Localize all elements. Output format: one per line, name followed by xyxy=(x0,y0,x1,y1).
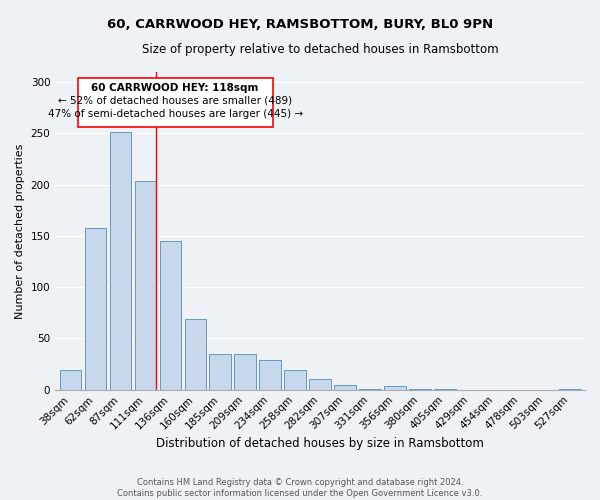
Title: Size of property relative to detached houses in Ramsbottom: Size of property relative to detached ho… xyxy=(142,42,499,56)
Bar xyxy=(235,354,256,390)
Bar xyxy=(284,370,306,390)
Text: 60, CARRWOOD HEY, RAMSBOTTOM, BURY, BL0 9PN: 60, CARRWOOD HEY, RAMSBOTTOM, BURY, BL0 … xyxy=(107,18,493,30)
Bar xyxy=(334,384,356,390)
Bar xyxy=(110,132,131,390)
Bar xyxy=(259,360,281,390)
Bar xyxy=(134,180,156,390)
Bar xyxy=(434,388,455,390)
Text: ← 52% of detached houses are smaller (489): ← 52% of detached houses are smaller (48… xyxy=(58,96,292,106)
Y-axis label: Number of detached properties: Number of detached properties xyxy=(15,143,25,318)
Bar xyxy=(359,388,380,390)
Bar xyxy=(85,228,106,390)
Bar xyxy=(59,370,81,390)
Bar xyxy=(559,388,581,390)
Text: 60 CARRWOOD HEY: 118sqm: 60 CARRWOOD HEY: 118sqm xyxy=(91,83,259,93)
X-axis label: Distribution of detached houses by size in Ramsbottom: Distribution of detached houses by size … xyxy=(156,437,484,450)
Bar xyxy=(385,386,406,390)
Bar xyxy=(185,319,206,390)
Bar xyxy=(310,380,331,390)
Bar xyxy=(209,354,231,390)
Text: Contains HM Land Registry data © Crown copyright and database right 2024.
Contai: Contains HM Land Registry data © Crown c… xyxy=(118,478,482,498)
FancyBboxPatch shape xyxy=(77,78,272,128)
Text: 47% of semi-detached houses are larger (445) →: 47% of semi-detached houses are larger (… xyxy=(47,109,302,119)
Bar xyxy=(409,388,431,390)
Bar xyxy=(160,241,181,390)
